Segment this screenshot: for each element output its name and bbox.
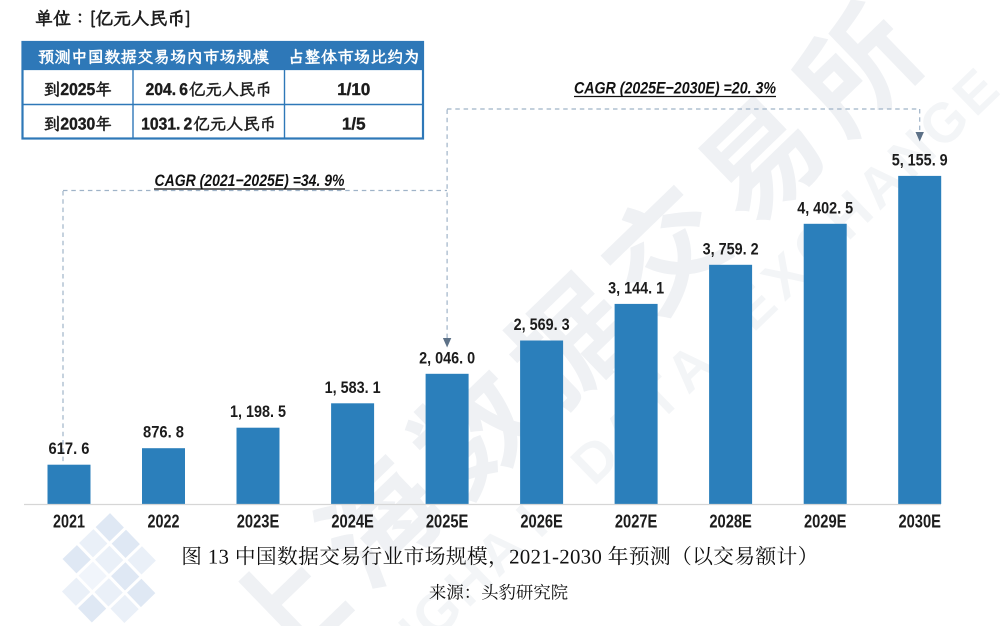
svg-text:2030E: 2030E (898, 512, 941, 532)
svg-text:617. 6: 617. 6 (49, 439, 90, 458)
svg-text:2, 046. 0: 2, 046. 0 (419, 348, 475, 367)
svg-text:2026E: 2026E (520, 512, 563, 532)
svg-text:4, 402. 5: 4, 402. 5 (797, 198, 853, 217)
svg-text:2022: 2022 (148, 512, 180, 532)
svg-text:1, 583. 1: 1, 583. 1 (325, 378, 381, 397)
svg-text:CAGR (2025E−2030E) =20. 3%: CAGR (2025E−2030E) =20. 3% (574, 79, 776, 98)
svg-text:2, 569. 3: 2, 569. 3 (514, 315, 570, 334)
svg-text:5, 155. 9: 5, 155. 9 (892, 150, 948, 169)
svg-text:3, 759. 2: 3, 759. 2 (703, 239, 759, 258)
svg-text:2028E: 2028E (709, 512, 752, 532)
svg-text:CAGR (2021−2025E) =34. 9%: CAGR (2021−2025E) =34. 9% (155, 171, 345, 190)
svg-text:2024E: 2024E (331, 512, 374, 532)
svg-text:2027E: 2027E (615, 512, 658, 532)
svg-text:2025E: 2025E (426, 512, 469, 532)
svg-text:1, 198. 5: 1, 198. 5 (230, 402, 286, 421)
svg-text:2023E: 2023E (237, 512, 280, 532)
svg-text:2021: 2021 (53, 512, 85, 532)
svg-text:3, 144. 1: 3, 144. 1 (608, 278, 664, 297)
svg-text:876. 8: 876. 8 (143, 423, 184, 442)
svg-text:2029E: 2029E (804, 512, 847, 532)
